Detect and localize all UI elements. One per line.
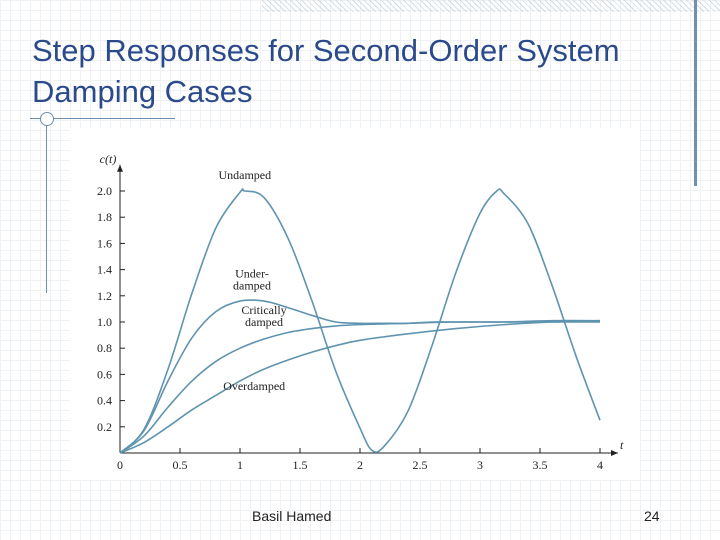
step-response-chart: c(t) t 0 0.5 1 1.5 2 2.5 3 3.5 4 0.2 0.4 0.6 0.8 1.0 1.2… xyxy=(97,152,624,472)
curve-label-critically-damped: Critically damped xyxy=(241,303,286,329)
series-line-overdamped xyxy=(119,319,601,454)
y-tick-label: 0.4 xyxy=(97,394,112,408)
chart-panel xyxy=(70,128,640,480)
curve-label-line: Under- xyxy=(235,266,269,280)
curve-label-line: damped xyxy=(233,278,271,292)
x-tick-label: 3.5 xyxy=(533,458,548,472)
x-tick-label: 4 xyxy=(597,458,603,472)
curve-label-under-damped: Under-damped xyxy=(233,266,271,292)
title-underline xyxy=(30,118,175,119)
y-tick-label: 1.2 xyxy=(97,289,112,303)
slide-top-decoration xyxy=(262,0,720,12)
curve-label-overdamped: Overdamped xyxy=(223,379,285,393)
y-axis-label: c(t) xyxy=(100,152,117,166)
y-tick-label: 1.6 xyxy=(97,236,112,250)
series-line-critically-damped xyxy=(119,319,601,454)
x-tick-label: 1 xyxy=(237,458,243,472)
curve-label-line: Undamped xyxy=(218,168,271,182)
x-tick-label: 2 xyxy=(357,458,363,472)
y-tick-label: 2.0 xyxy=(97,184,112,198)
y-tick-label: 0.6 xyxy=(97,367,112,381)
x-tick-label: 1.5 xyxy=(293,458,308,472)
accent-circle xyxy=(40,112,54,126)
left-accent-line xyxy=(46,118,47,293)
x-tick-label: 0 xyxy=(117,458,123,472)
curve-label-line: Critically xyxy=(241,303,286,317)
x-tick-label: 0.5 xyxy=(173,458,188,472)
y-tick-label: 1.8 xyxy=(97,210,112,224)
y-tick-label: 0.2 xyxy=(97,420,112,434)
x-tick-label: 2.5 xyxy=(413,458,428,472)
x-axis-arrow xyxy=(611,450,618,456)
x-tick-label: 3 xyxy=(477,458,483,472)
page-number: 24 xyxy=(644,508,660,524)
curve-label-line: damped xyxy=(245,315,283,329)
y-tick-label: 0.8 xyxy=(97,341,112,355)
x-axis-label: t xyxy=(620,438,624,452)
footer-author: Basil Hamed xyxy=(252,508,332,524)
series-line-undamped xyxy=(119,188,601,454)
y-tick-label: 1.0 xyxy=(97,315,112,329)
slide-title: Step Responses for Second-Order System D… xyxy=(32,33,620,109)
curve-label-undamped: Undamped xyxy=(218,168,271,182)
y-tick-label: 1.4 xyxy=(97,263,112,277)
slide-right-decoration xyxy=(694,0,697,186)
curve-label-line: Overdamped xyxy=(223,379,285,393)
y-axis-arrow xyxy=(117,164,123,172)
